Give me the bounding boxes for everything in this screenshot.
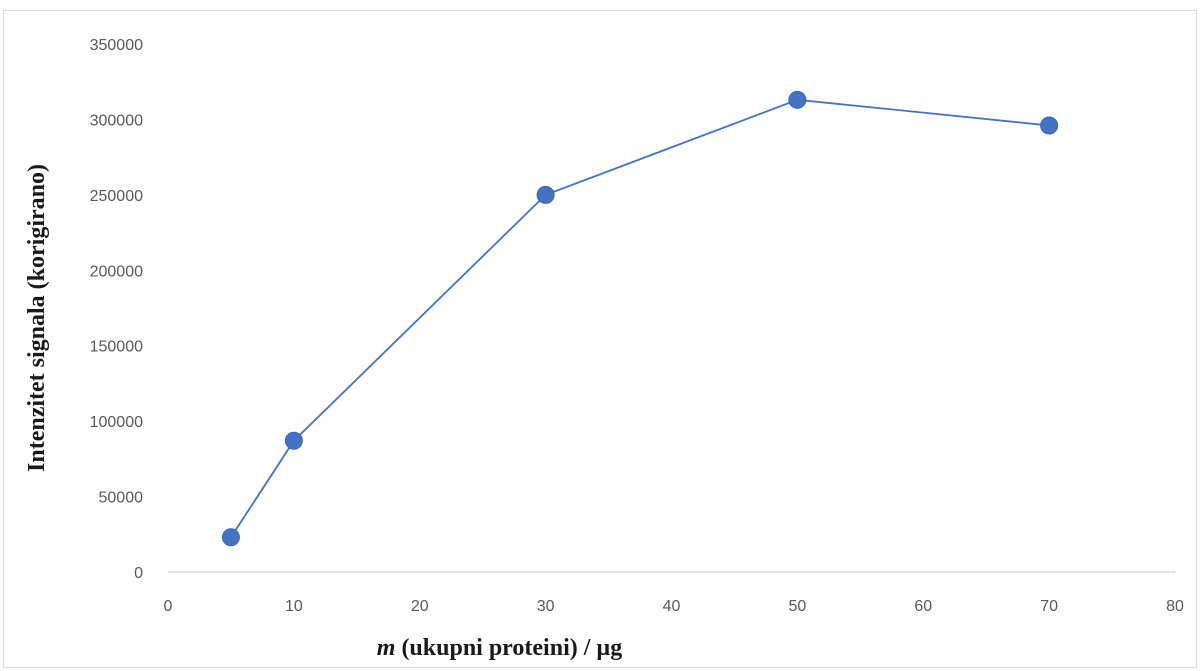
x-axis-title-italic: m xyxy=(377,635,396,661)
x-tick-label: 20 xyxy=(411,598,429,615)
y-tick-label: 350000 xyxy=(90,37,143,54)
x-tick-label: 10 xyxy=(285,598,303,615)
data-point xyxy=(221,528,240,547)
data-point xyxy=(1040,116,1059,135)
y-tick-label: 300000 xyxy=(90,112,143,129)
x-tick-label: 80 xyxy=(1166,598,1184,615)
y-tick-label: 50000 xyxy=(99,490,144,507)
series-group xyxy=(221,90,1059,547)
data-point xyxy=(788,90,807,109)
y-tick-label: 250000 xyxy=(90,188,143,205)
y-tick-label: 200000 xyxy=(90,263,143,280)
y-tick-label: 0 xyxy=(134,565,143,582)
x-tick-label: 40 xyxy=(663,598,681,615)
series-line xyxy=(230,98,1050,538)
y-tick-label: 150000 xyxy=(90,339,143,356)
x-tick-label: 50 xyxy=(788,598,806,615)
x-tick-labels: 0 10 20 30 40 50 60 70 80 xyxy=(164,598,1184,615)
x-tick-label: 30 xyxy=(537,598,555,615)
x-tick-label: 70 xyxy=(1040,598,1058,615)
x-tick-label: 0 xyxy=(164,598,173,615)
x-tick-label: 60 xyxy=(914,598,932,615)
x-axis-title-rest: (ukupni proteini) / µg xyxy=(395,635,622,661)
y-tick-label: 100000 xyxy=(90,414,143,431)
data-point xyxy=(284,431,303,450)
y-axis-title: Intenzitet signala (korigirano) xyxy=(24,164,50,472)
y-tick-labels: 0 50000 100000 150000 200000 250000 300000 3500… xyxy=(90,37,143,582)
data-point xyxy=(536,185,555,204)
x-axis-title: m (ukupni proteini) / µg xyxy=(377,635,622,661)
